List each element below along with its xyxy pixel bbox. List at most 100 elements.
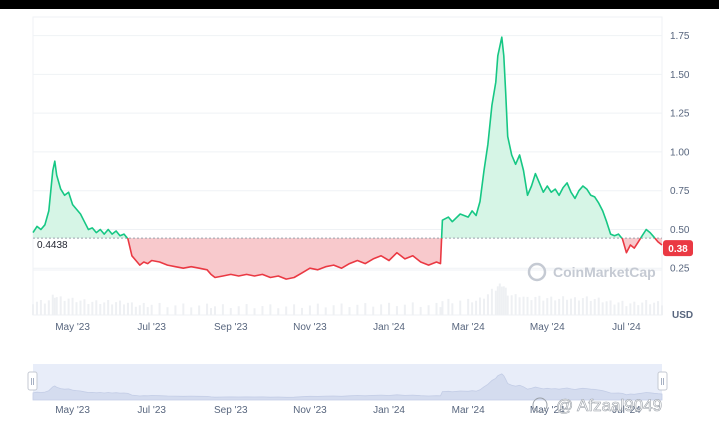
volume-bar: [625, 306, 628, 315]
x-tick-label: Mar '24: [452, 322, 485, 333]
volume-bar: [126, 302, 129, 315]
volume-bar: [103, 302, 106, 315]
volume-bar: [500, 286, 503, 315]
volume-bar: [35, 301, 38, 315]
volume-bar: [269, 304, 272, 315]
volume-bar: [166, 307, 169, 315]
volume-bar: [496, 286, 499, 315]
volume-bar: [471, 302, 474, 315]
volume-bar: [475, 300, 478, 315]
volume-bar: [340, 303, 343, 315]
volume-bar: [158, 302, 161, 315]
volume-bar: [107, 300, 110, 315]
up-area: [441, 37, 622, 239]
volume-bar: [550, 296, 553, 315]
navigator-sparkline: [32, 373, 663, 401]
volume-bar: [316, 303, 319, 315]
volume-bars: [32, 283, 663, 315]
volume-bar: [617, 302, 620, 315]
volume-bar: [277, 308, 280, 315]
volume-bar: [526, 296, 529, 315]
volume-bar: [261, 306, 264, 315]
x-tick-label: Nov '23: [293, 322, 327, 333]
volume-bar: [506, 295, 509, 315]
volume-bar: [657, 301, 660, 315]
current-price-badge: 0.38: [663, 240, 693, 257]
volume-bar: [467, 298, 470, 315]
volume-bar: [356, 304, 359, 315]
volume-bar: [504, 287, 507, 315]
coinmarketcap-logo-icon: [527, 262, 547, 282]
volume-bar: [649, 304, 652, 315]
volume-bar: [573, 297, 576, 315]
volume-bar: [364, 303, 367, 315]
volume-bar: [213, 306, 216, 315]
volume-bar: [629, 303, 632, 315]
volume-bar: [621, 300, 624, 315]
volume-bar: [348, 307, 351, 315]
volume-bar: [71, 297, 74, 315]
volume-bar: [301, 307, 304, 315]
volume-bar: [150, 304, 153, 315]
volume-bar: [372, 306, 375, 315]
volume-bar: [542, 300, 545, 315]
volume-bar: [601, 302, 604, 315]
x-tick-label: May '24: [530, 322, 565, 333]
volume-bar: [441, 301, 444, 315]
volume-bar: [490, 288, 493, 315]
volume-bar: [566, 299, 569, 315]
navigator-x-tick-label: May '23: [55, 405, 90, 416]
volume-bar: [111, 304, 114, 315]
y-axis: 0.25 0.50 0.75 1.00 1.25 1.50 1.75: [670, 31, 690, 275]
overlay-watermark: @ Afzaal9049: [532, 396, 662, 415]
overlay-watermark-text: @ Afzaal9049: [556, 396, 662, 415]
volume-bar: [293, 304, 296, 315]
current-price-badge-bg: [663, 240, 693, 257]
volume-bar: [447, 298, 450, 315]
volume-bar: [581, 298, 584, 315]
volume-bar: [498, 283, 501, 315]
navigator-right-handle[interactable]: [657, 371, 668, 391]
volume-bar: [190, 307, 193, 315]
volume-bar: [530, 300, 533, 315]
volume-bar: [451, 303, 454, 315]
volume-bar: [459, 300, 462, 315]
volume-bar: [308, 305, 311, 315]
right-handle-grip[interactable]: [657, 371, 668, 391]
volume-bar: [119, 300, 122, 315]
start-price-label: 0.4438: [37, 240, 68, 251]
volume-bar: [609, 300, 612, 315]
volume-bar: [411, 302, 414, 315]
navigator-x-tick-label: Jan '24: [373, 405, 405, 416]
volume-bar: [198, 305, 201, 315]
volume-bar: [589, 300, 592, 315]
volume-bar: [653, 302, 656, 315]
volume-bar: [237, 306, 240, 315]
x-tick-label: Jul '23: [137, 322, 166, 333]
volume-bar: [245, 304, 248, 315]
volume-bar: [285, 306, 288, 315]
volume-bar: [613, 304, 616, 315]
x-tick-label: May '23: [55, 322, 90, 333]
volume-bar: [605, 301, 608, 315]
volume-bar: [395, 306, 398, 315]
coinmarketcap-watermark: CoinMarketCap: [527, 262, 656, 282]
navigator-left-handle[interactable]: [27, 371, 38, 391]
volume-bar: [510, 295, 513, 315]
volume-bar: [439, 307, 442, 315]
x-tick-label: Sep '23: [214, 322, 248, 333]
volume-bar: [43, 303, 46, 315]
volume-bar: [597, 297, 600, 315]
volume-bar: [633, 301, 636, 315]
y-tick-label: 1.25: [670, 109, 690, 120]
volume-bar: [518, 297, 521, 315]
volume-bar: [142, 302, 145, 315]
volume-bar: [221, 304, 224, 315]
volume-bar: [593, 299, 596, 315]
left-handle-grip[interactable]: [27, 371, 38, 391]
up-area: [640, 229, 655, 239]
volume-bar: [210, 308, 213, 315]
navigator-x-tick-label: Mar '24: [452, 405, 485, 416]
watermark-logo-icon: [532, 397, 548, 413]
